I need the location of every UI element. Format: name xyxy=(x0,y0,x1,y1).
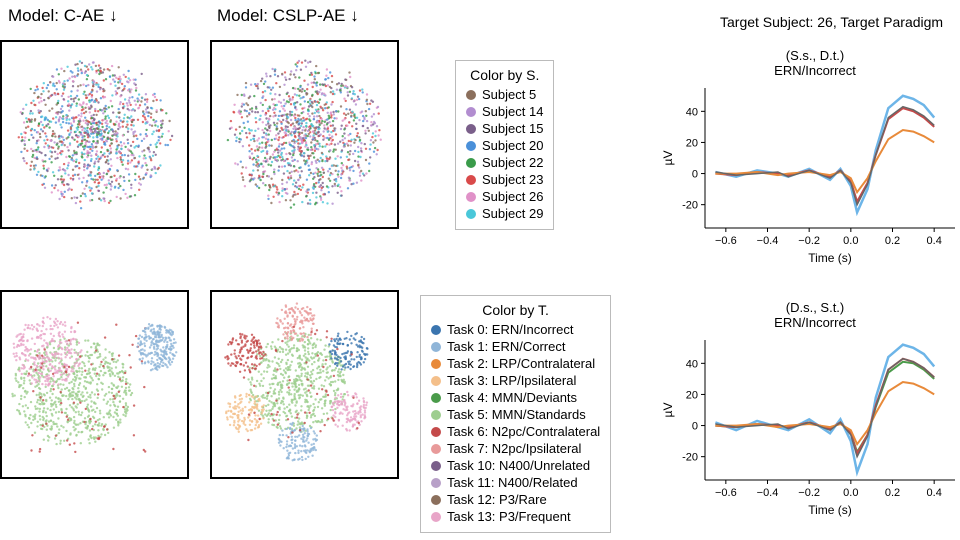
legend-item: Task 4: MMN/Deviants xyxy=(431,390,600,405)
legend-item: Task 12: P3/Rare xyxy=(431,492,600,507)
legend-marker xyxy=(431,444,441,454)
legend-label: Task 4: MMN/Deviants xyxy=(447,390,577,405)
legend-item: Subject 29 xyxy=(466,206,543,221)
legend-label: Task 10: N400/Unrelated xyxy=(447,458,590,473)
legend-label: Task 13: P3/Frequent xyxy=(447,509,571,524)
legend-item: Task 11: N400/Related xyxy=(431,475,600,490)
legend-marker xyxy=(466,141,476,151)
legend-marker xyxy=(466,124,476,134)
legend-label: Subject 14 xyxy=(482,104,543,119)
legend-label: Subject 26 xyxy=(482,189,543,204)
legend-label: Subject 23 xyxy=(482,172,543,187)
legend-marker xyxy=(466,158,476,168)
scatter-panel-cslpae-task xyxy=(210,290,399,479)
legend-label: Subject 15 xyxy=(482,121,543,136)
main-title: Target Subject: 26, Target Paradigm xyxy=(720,14,943,30)
legend-marker xyxy=(431,427,441,437)
legend-label: Task 11: N400/Related xyxy=(447,475,578,490)
legend-item: Subject 5 xyxy=(466,87,543,102)
legend-label: Task 0: ERN/Incorrect xyxy=(447,322,573,337)
legend-label: Subject 5 xyxy=(482,87,536,102)
legend-label: Subject 22 xyxy=(482,155,543,170)
scatter-panel-cae-subject xyxy=(0,40,189,229)
legend-marker xyxy=(431,376,441,386)
legend-item: Task 5: MMN/Standards xyxy=(431,407,600,422)
legend-marker xyxy=(431,495,441,505)
legend-marker xyxy=(466,192,476,202)
legend-marker xyxy=(431,512,441,522)
line-chart-top-title1: (S.s., D.t.) xyxy=(690,48,940,63)
legend-label: Task 6: N2pc/Contralateral xyxy=(447,424,600,439)
scatter-panel-cslpae-subject xyxy=(210,40,399,229)
legend-marker xyxy=(431,393,441,403)
legend-task-title: Color by T. xyxy=(431,302,600,318)
column-title-left: Model: C-AE ↓ xyxy=(8,6,118,26)
legend-marker xyxy=(431,359,441,369)
legend-item: Task 3: LRP/Ipsilateral xyxy=(431,373,600,388)
legend-item: Subject 20 xyxy=(466,138,543,153)
legend-label: Task 1: ERN/Correct xyxy=(447,339,565,354)
legend-marker xyxy=(431,478,441,488)
line-chart-top-title2: ERN/Incorrect xyxy=(690,63,940,78)
legend-marker xyxy=(466,209,476,219)
legend-item: Subject 23 xyxy=(466,172,543,187)
legend-label: Task 2: LRP/Contralateral xyxy=(447,356,595,371)
line-chart-bottom-title2: ERN/Incorrect xyxy=(690,315,940,330)
legend-subject: Color by S. Subject 5 Subject 14 Subject 1… xyxy=(455,60,554,230)
line-chart-bottom: (D.s., S.t.) ERN/Incorrect -2002040−0.6−… xyxy=(660,300,950,525)
legend-marker xyxy=(466,90,476,100)
line-chart-top: (S.s., D.t.) ERN/Incorrect -2002040−0.6−… xyxy=(660,48,950,273)
legend-marker xyxy=(431,461,441,471)
legend-marker xyxy=(431,342,441,352)
legend-item: Task 0: ERN/Incorrect xyxy=(431,322,600,337)
legend-marker xyxy=(431,410,441,420)
legend-marker xyxy=(466,175,476,185)
legend-marker xyxy=(466,107,476,117)
scatter-panel-cae-task xyxy=(0,290,189,479)
line-chart-bottom-title1: (D.s., S.t.) xyxy=(690,300,940,315)
legend-item: Task 10: N400/Unrelated xyxy=(431,458,600,473)
legend-label: Task 3: LRP/Ipsilateral xyxy=(447,373,576,388)
column-title-right: Model: CSLP-AE ↓ xyxy=(217,6,359,26)
legend-label: Subject 20 xyxy=(482,138,543,153)
legend-subject-title: Color by S. xyxy=(466,67,543,83)
legend-task: Color by T. Task 0: ERN/Incorrect Task 1:… xyxy=(420,295,611,533)
legend-item: Subject 15 xyxy=(466,121,543,136)
legend-label: Task 5: MMN/Standards xyxy=(447,407,586,422)
legend-item: Subject 22 xyxy=(466,155,543,170)
legend-item: Subject 14 xyxy=(466,104,543,119)
legend-marker xyxy=(431,325,441,335)
legend-item: Subject 26 xyxy=(466,189,543,204)
legend-item: Task 13: P3/Frequent xyxy=(431,509,600,524)
legend-item: Task 2: LRP/Contralateral xyxy=(431,356,600,371)
legend-item: Task 7: N2pc/Ipsilateral xyxy=(431,441,600,456)
legend-item: Task 1: ERN/Correct xyxy=(431,339,600,354)
legend-label: Task 12: P3/Rare xyxy=(447,492,547,507)
legend-item: Task 6: N2pc/Contralateral xyxy=(431,424,600,439)
legend-label: Task 7: N2pc/Ipsilateral xyxy=(447,441,581,456)
legend-label: Subject 29 xyxy=(482,206,543,221)
